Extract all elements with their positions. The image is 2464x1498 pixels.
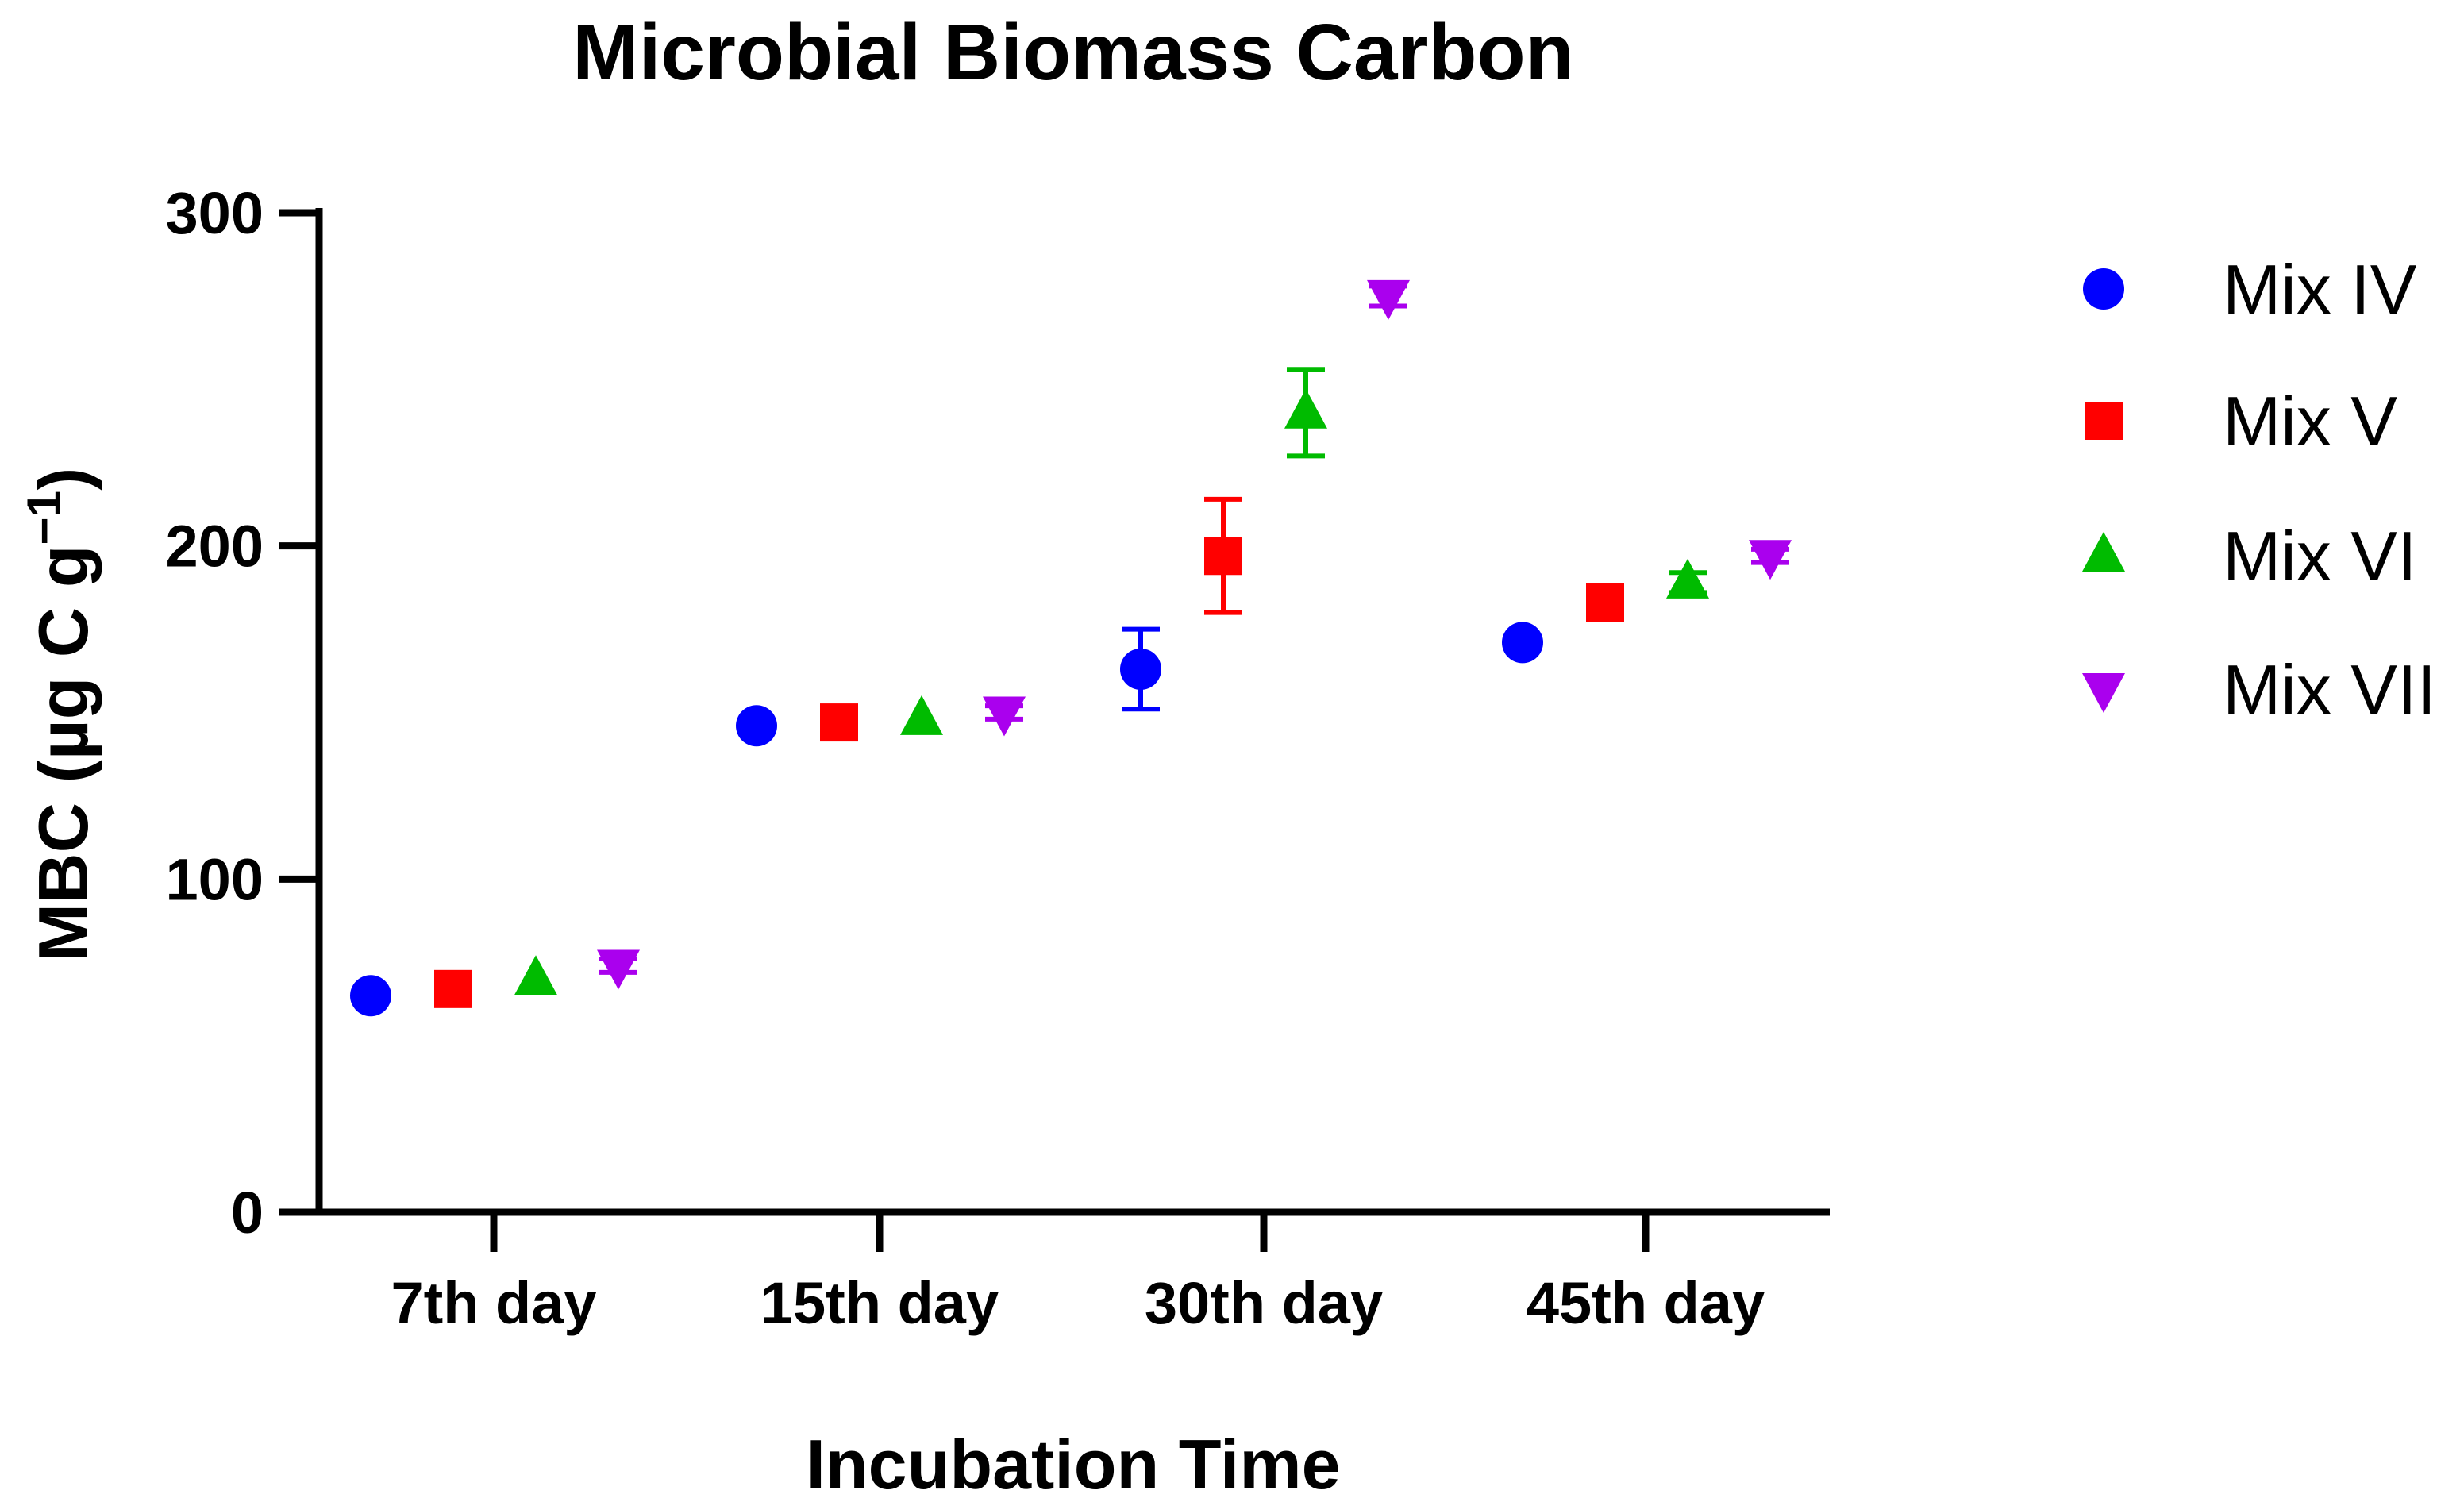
- x-tick-label: 7th day: [391, 1270, 596, 1336]
- y-axis-title-close: ): [24, 468, 102, 491]
- data-point: [736, 705, 777, 747]
- data-point: [434, 969, 472, 1008]
- y-tick-label: 300: [166, 180, 264, 246]
- data-point: [350, 975, 391, 1017]
- x-tick-label: 30th day: [1145, 1270, 1383, 1336]
- data-point: [1284, 388, 1327, 429]
- y-axis-title-sup: −1: [17, 491, 71, 545]
- data-point: [1204, 537, 1242, 576]
- data-point: [514, 955, 557, 995]
- legend-label: Mix V: [2223, 382, 2397, 460]
- chart-title: Microbial Biomass Carbon: [572, 8, 1573, 97]
- data-point: [1586, 583, 1624, 622]
- data-point: [1749, 540, 1792, 580]
- data-point: [1502, 622, 1543, 664]
- data-point: [900, 695, 943, 735]
- tick-labels: 0 100 200 300 7th day 15th day 30th day 45th da…: [166, 180, 1765, 1336]
- y-tick-label: 0: [231, 1180, 264, 1246]
- y-tick-label: 200: [166, 514, 264, 580]
- legend-label: Mix VII: [2223, 650, 2436, 729]
- y-axis-title: MBC (µg C g−1): [17, 468, 102, 962]
- x-axis-title: Incubation Time: [806, 1425, 1340, 1498]
- axes: [279, 208, 1830, 1252]
- legend: Mix IV Mix V Mix VI Mix VII: [2082, 250, 2436, 729]
- data-point: [1120, 648, 1161, 690]
- legend-marker: [2082, 532, 2125, 572]
- legend-label: Mix VI: [2223, 517, 2416, 595]
- data-marks: [350, 279, 1792, 1017]
- data-point: [820, 703, 858, 742]
- data-point: [1666, 558, 1709, 599]
- legend-marker: [2083, 268, 2124, 310]
- x-tick-label: 15th day: [760, 1270, 999, 1336]
- legend-marker: [2085, 402, 2123, 440]
- data-point: [597, 949, 640, 990]
- data-point: [1367, 279, 1410, 320]
- x-tick-label: 45th day: [1527, 1270, 1765, 1336]
- legend-label: Mix IV: [2223, 250, 2417, 329]
- legend-marker: [2082, 673, 2125, 713]
- y-tick-label: 100: [166, 846, 264, 912]
- data-point: [983, 696, 1026, 737]
- y-axis-title-main: MBC (µg C g: [24, 545, 102, 961]
